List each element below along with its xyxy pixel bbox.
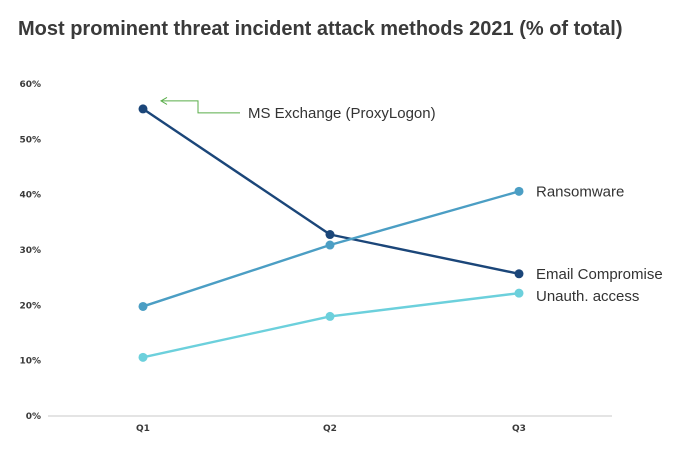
y-tick-label: 10%: [19, 357, 41, 367]
y-tick-label: 20%: [19, 301, 41, 311]
y-tick-label: 50%: [19, 135, 41, 145]
data-point-ransomware: [325, 240, 335, 250]
x-tick-label: Q3: [512, 424, 526, 434]
series-label-unauth-access: Unauth. access: [536, 288, 639, 305]
chart-title: Most prominent threat incident attack me…: [18, 18, 623, 40]
annotation-arrow-head: [160, 96, 168, 105]
series-layer: Email Compromise Ransomware Unauth. access: [138, 104, 663, 362]
data-point-unauth-access: [325, 311, 335, 321]
data-point-unauth-access: [138, 352, 148, 362]
y-tick-label: 0%: [26, 412, 41, 422]
data-point-ransomware: [138, 301, 148, 311]
data-point-unauth-access: [514, 288, 524, 298]
annotation-arrow-line: [162, 100, 240, 114]
y-axis: 0% 10% 20% 30% 40% 50% 60%: [19, 80, 41, 422]
data-point-email-compromise: [325, 230, 335, 240]
y-tick-label: 30%: [19, 246, 41, 256]
series-label-ransomware: Ransomware: [536, 183, 624, 200]
data-point-email-compromise: [514, 269, 524, 279]
data-point-ransomware: [514, 186, 524, 196]
annotation-label: MS Exchange (ProxyLogon): [248, 105, 436, 122]
series-label-email-compromise: Email Compromise: [536, 266, 663, 283]
annotation-layer: MS Exchange (ProxyLogon): [160, 96, 436, 122]
series-line-unauth-access: [142, 291, 520, 359]
data-point-email-compromise: [138, 104, 148, 114]
x-tick-label: Q1: [136, 424, 150, 434]
y-tick-label: 60%: [19, 80, 41, 90]
x-axis: Q1 Q2 Q3: [136, 424, 526, 434]
x-tick-label: Q2: [323, 424, 337, 434]
y-tick-label: 40%: [19, 191, 41, 201]
